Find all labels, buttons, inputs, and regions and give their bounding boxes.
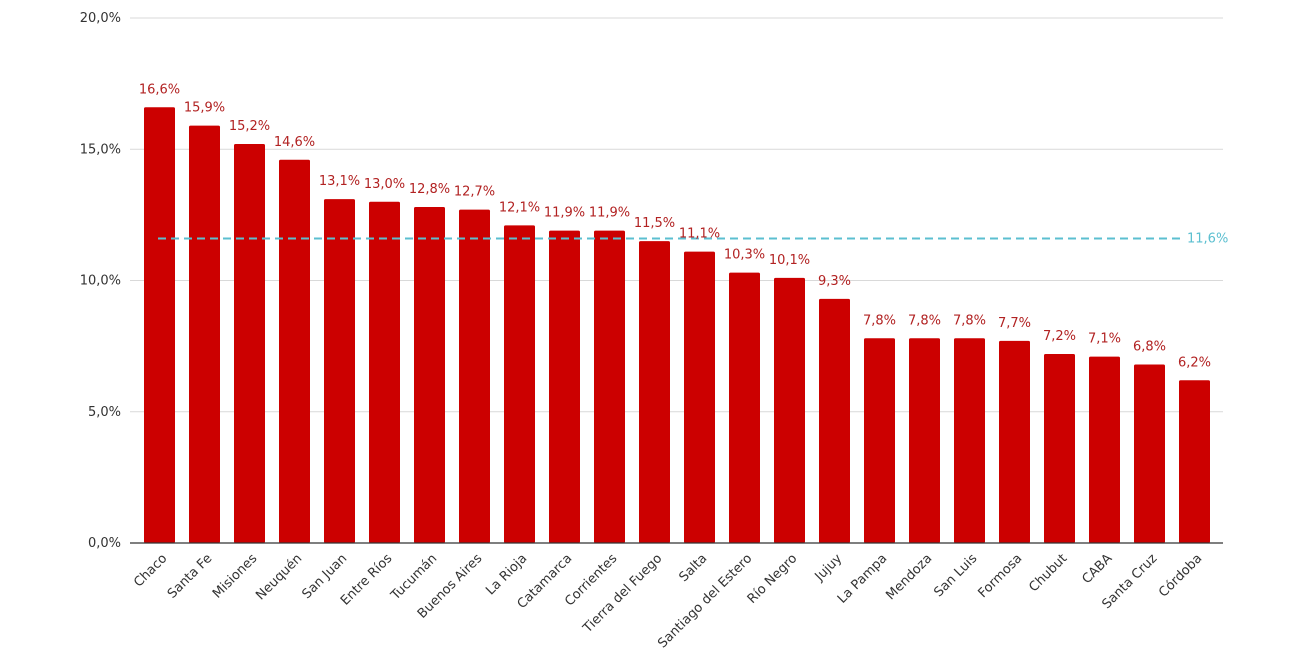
bar	[414, 207, 445, 543]
bar	[189, 125, 220, 543]
bar-value-label: 6,2%	[1178, 355, 1211, 370]
x-tick-label: Misiones	[210, 551, 260, 601]
bar	[729, 272, 760, 543]
x-tick-label: San Luis	[931, 551, 980, 600]
x-tick-label: Chaco	[131, 551, 170, 590]
bar-value-label: 12,8%	[409, 182, 450, 197]
grid-lines	[130, 17, 1223, 413]
bar	[684, 251, 715, 543]
bar	[774, 277, 805, 543]
y-tick-label: 0,0%	[88, 536, 121, 551]
bar-value-label: 7,2%	[1043, 329, 1076, 344]
bar	[369, 201, 400, 543]
x-tick-label: Santa Fe	[165, 551, 216, 602]
bar-value-label: 13,1%	[319, 174, 360, 189]
y-tick-label: 10,0%	[80, 274, 121, 289]
bar-value-label: 15,2%	[229, 119, 270, 134]
reference-line-label: 11,6%	[1187, 232, 1228, 247]
y-tick-label: 20,0%	[80, 11, 121, 26]
x-tick-label: CABA	[1079, 551, 1115, 587]
bar-value-label: 13,0%	[364, 177, 405, 192]
bar	[639, 241, 670, 543]
bar-value-label: 10,3%	[724, 248, 765, 263]
bar-value-label: 7,8%	[863, 313, 896, 328]
bar	[1044, 354, 1075, 543]
bar-value-label: 7,7%	[998, 316, 1031, 331]
bar	[864, 338, 895, 543]
bar	[324, 199, 355, 543]
data-labels: 16,6% 15,9% 15,2% 14,6% 13,1% 13,0% 12,8% 12,7%…	[139, 82, 1211, 370]
x-tick-label: Mendoza	[883, 551, 935, 603]
bar	[909, 338, 940, 543]
bar-value-label: 7,8%	[908, 313, 941, 328]
bar	[1134, 364, 1165, 543]
bar-value-label: 11,9%	[589, 206, 630, 221]
bar-value-label: 14,6%	[274, 135, 315, 150]
y-axis-ticks: 0,0% 5,0% 10,0% 15,0% 20,0%	[80, 11, 121, 551]
bars	[144, 107, 1210, 543]
reference-line-group: 11,6%	[158, 232, 1228, 247]
bar-value-label: 7,8%	[953, 313, 986, 328]
x-tick-label: La Rioja	[483, 551, 530, 598]
bar	[504, 225, 535, 543]
bar-value-label: 16,6%	[139, 82, 180, 97]
x-tick-label: Neuquén	[253, 551, 305, 603]
bar-value-label: 11,1%	[679, 227, 720, 242]
bar-value-label: 7,1%	[1088, 332, 1121, 347]
y-tick-label: 15,0%	[80, 142, 121, 157]
bar	[819, 298, 850, 543]
bar-value-label: 12,7%	[454, 185, 495, 200]
bar-value-label: 11,9%	[544, 206, 585, 221]
bar-value-label: 9,3%	[818, 274, 851, 289]
bar	[144, 107, 175, 543]
x-tick-label: Jujuy	[812, 551, 846, 585]
bar	[594, 230, 625, 543]
bar	[954, 338, 985, 543]
x-tick-label: Córdoba	[1156, 551, 1205, 600]
x-tick-label: Tierra del Fuego	[580, 551, 666, 637]
x-tick-label: Salta	[676, 551, 710, 585]
bar-value-label: 6,8%	[1133, 340, 1166, 355]
bar-value-label: 15,9%	[184, 101, 225, 116]
bar	[549, 230, 580, 543]
bar	[459, 209, 490, 543]
x-tick-label: La Pampa	[835, 551, 890, 606]
bar	[1179, 380, 1210, 543]
y-tick-label: 5,0%	[88, 405, 121, 420]
x-tick-label: Chubut	[1026, 551, 1070, 595]
bar	[234, 144, 265, 543]
bar-value-label: 12,1%	[499, 200, 540, 215]
bar-value-label: 10,1%	[769, 253, 810, 268]
bar	[1089, 356, 1120, 543]
bar	[999, 340, 1030, 543]
x-tick-label: Formosa	[976, 551, 1026, 601]
bar-value-label: 11,5%	[634, 216, 675, 231]
bar	[279, 159, 310, 543]
